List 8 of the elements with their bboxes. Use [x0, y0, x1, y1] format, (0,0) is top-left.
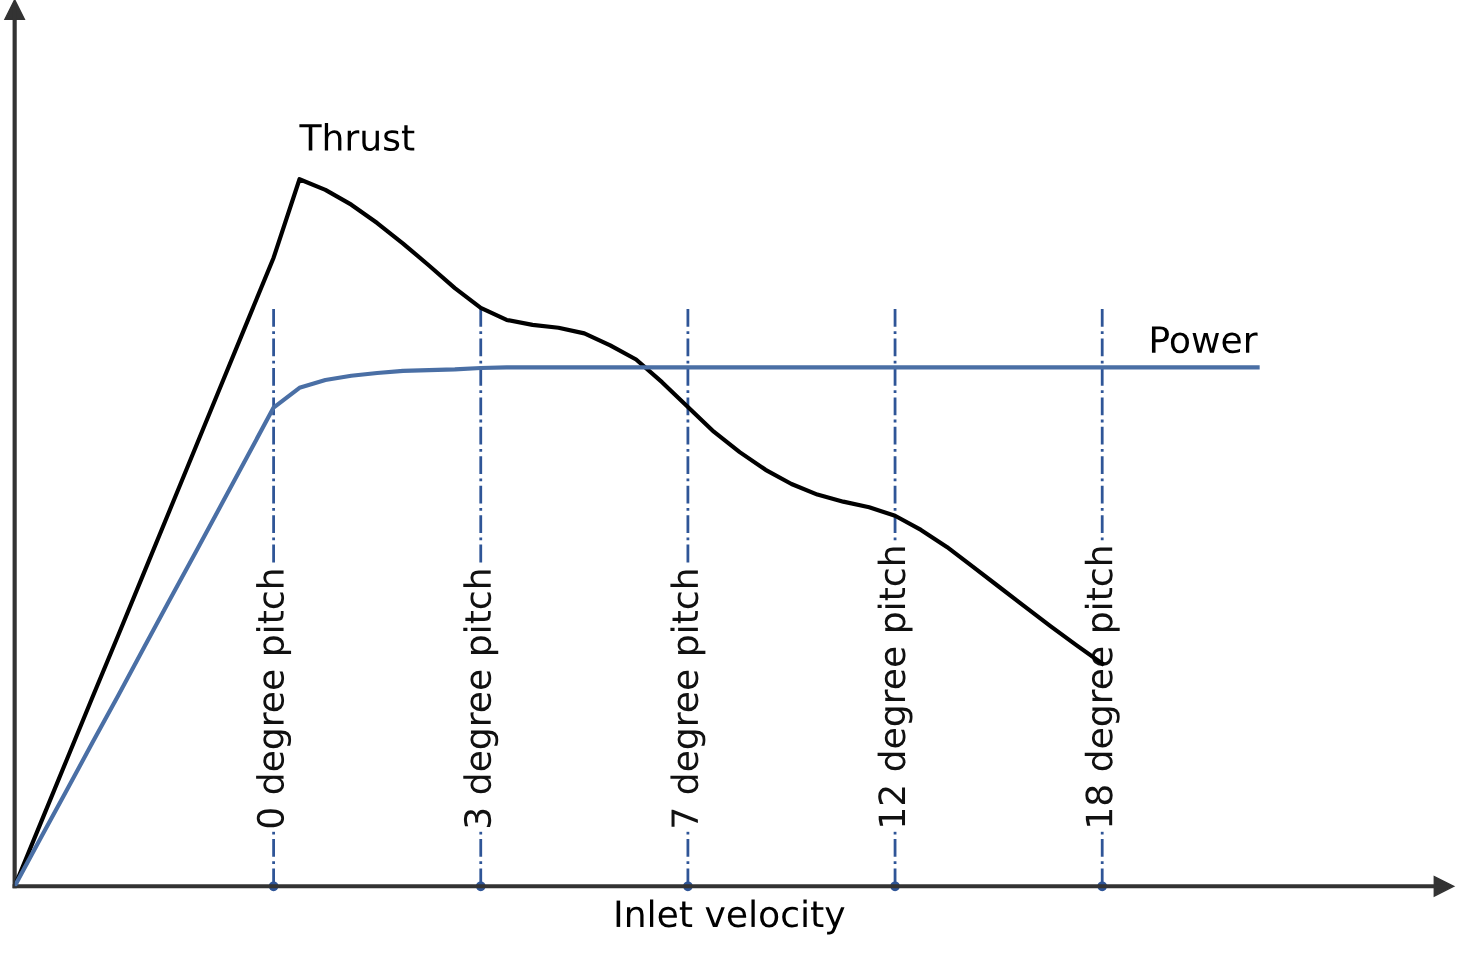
x-tick-label: 12 degree pitch [877, 547, 913, 826]
x-tick-label: 0 degree pitch [256, 570, 292, 828]
x-axis-title: Inlet velocity [616, 899, 845, 935]
x-tick-label: 3 degree pitch [463, 570, 499, 827]
x-tick-label: 7 degree pitch [670, 570, 706, 827]
series-label: Power [1151, 326, 1258, 354]
x-tick-label: 18 degree pitch [1084, 547, 1120, 826]
series-label: Thrust [299, 123, 415, 152]
